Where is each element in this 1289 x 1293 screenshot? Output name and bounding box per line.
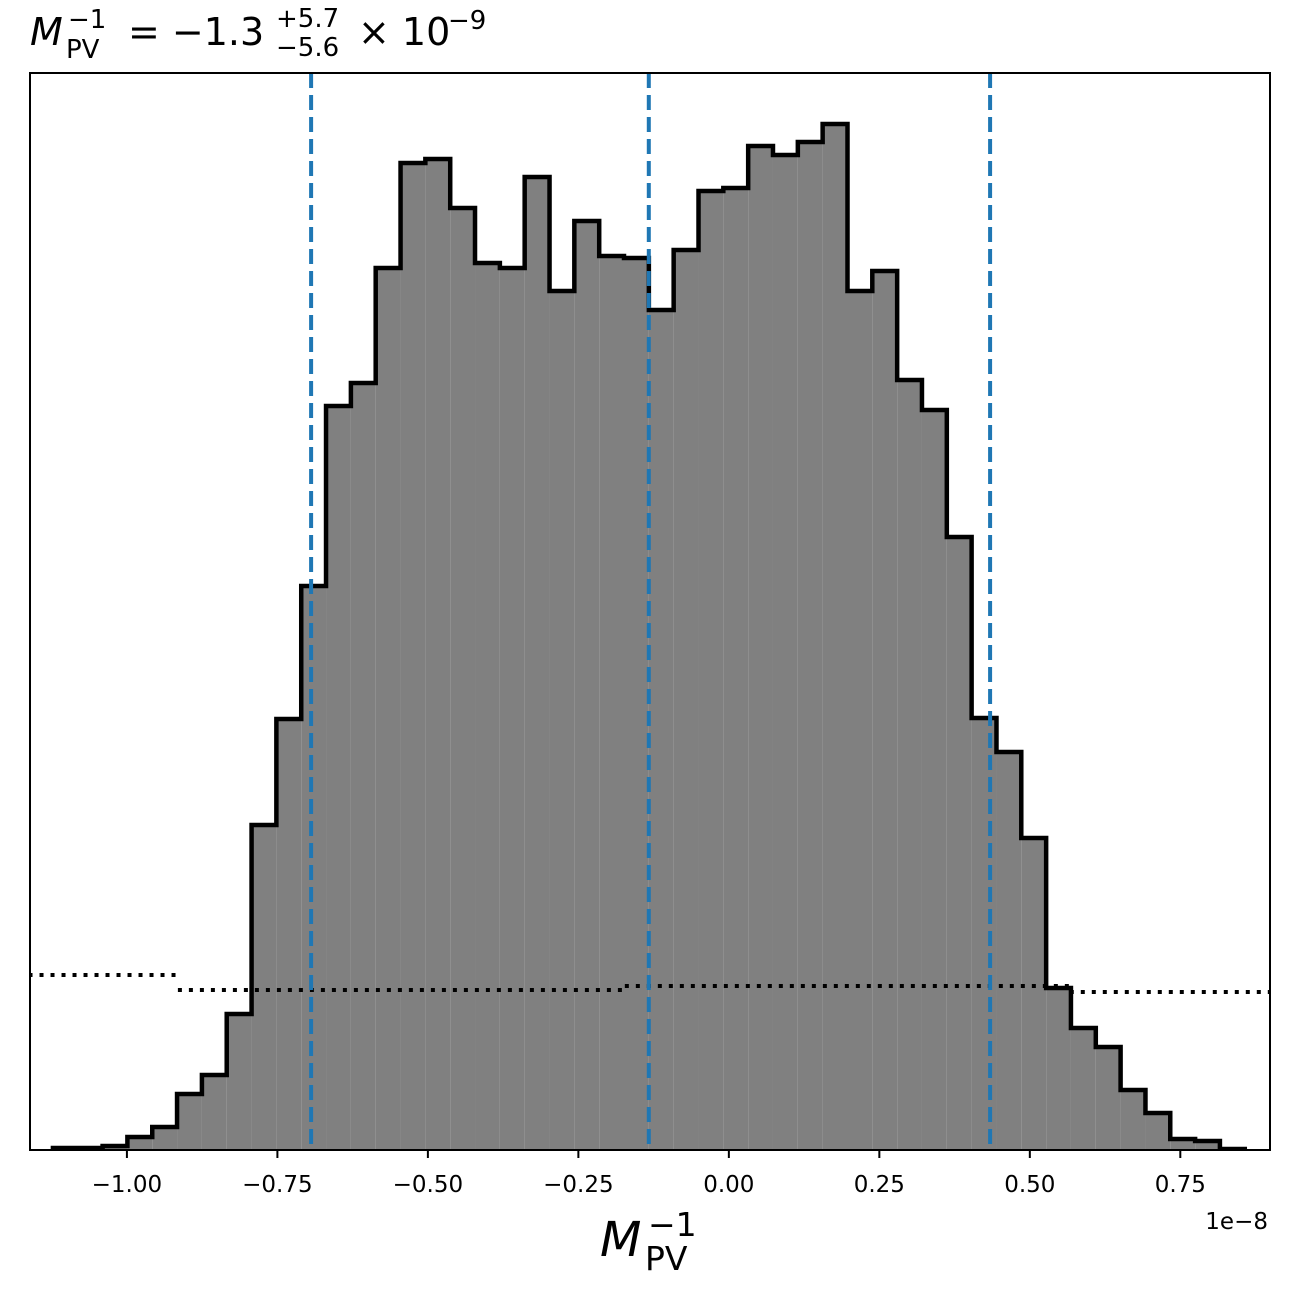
title-eq: = −1.3: [128, 10, 264, 54]
bar: [1145, 1113, 1171, 1150]
bar: [648, 310, 674, 1150]
axes-frame: [29, 72, 1271, 1151]
title-lower: −5.6: [276, 33, 339, 63]
bar: [177, 1094, 202, 1150]
title-sup: −1: [68, 5, 106, 35]
x-tick-label: 0.50: [1004, 1172, 1055, 1198]
plot-area: [30, 73, 1270, 1150]
bar: [897, 380, 922, 1150]
bar: [350, 383, 376, 1150]
x-tick-label: −0.50: [393, 1172, 463, 1198]
bar: [326, 406, 351, 1150]
x-label-symbol: M: [600, 1212, 641, 1268]
bar: [1021, 838, 1047, 1150]
bar: [996, 752, 1022, 1150]
bar: [375, 268, 401, 1150]
bar: [797, 142, 823, 1150]
bar: [723, 188, 749, 1150]
bar: [1195, 1141, 1220, 1150]
bar: [425, 159, 451, 1150]
bar: [673, 250, 699, 1150]
title-times: × 10: [358, 10, 450, 54]
x-tick-label: 0.00: [703, 1172, 754, 1198]
bar: [152, 1127, 178, 1150]
bar: [822, 124, 848, 1150]
bar: [847, 291, 873, 1150]
x-offset-label: 1e−8: [1205, 1209, 1268, 1235]
title-sub: PV: [66, 35, 100, 65]
bar: [772, 155, 798, 1150]
bar: [748, 146, 773, 1150]
bar: [1070, 1028, 1096, 1150]
bar: [251, 825, 277, 1150]
title-upper: +5.7: [276, 4, 339, 34]
bar: [524, 177, 550, 1150]
bar: [971, 718, 997, 1150]
bar: [1120, 1090, 1146, 1150]
bar: [698, 191, 724, 1150]
bar: [450, 208, 476, 1150]
bar: [921, 410, 947, 1150]
x-label-sup: −1: [648, 1205, 697, 1244]
bar: [226, 1014, 252, 1150]
bar: [276, 719, 302, 1150]
x-label-sub: PV: [645, 1239, 688, 1278]
bar: [475, 263, 500, 1150]
x-tick-label: 0.75: [1155, 1172, 1206, 1198]
bar: [1046, 988, 1071, 1150]
bar: [1170, 1139, 1196, 1150]
x-tick-label: 0.25: [854, 1172, 905, 1198]
bar: [400, 163, 426, 1150]
bar: [127, 1137, 153, 1150]
title-exp: −9: [448, 6, 486, 36]
bar: [946, 537, 972, 1150]
x-tick-label: −0.25: [543, 1172, 613, 1198]
x-tick-label: −1.00: [92, 1172, 162, 1198]
bar: [1095, 1047, 1121, 1150]
bar: [301, 586, 327, 1150]
bar: [201, 1075, 227, 1150]
x-tick-label: −0.75: [242, 1172, 312, 1198]
bar: [549, 291, 575, 1150]
bar: [499, 268, 525, 1150]
bar: [599, 256, 624, 1150]
bar: [623, 258, 649, 1150]
bar: [872, 271, 898, 1150]
title-symbol: M: [30, 10, 63, 54]
bar: [574, 221, 600, 1150]
